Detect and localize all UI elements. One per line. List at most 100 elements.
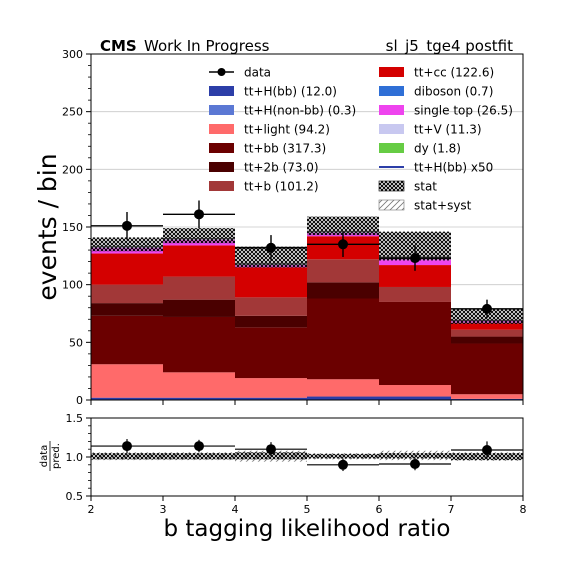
stat-band: [91, 237, 163, 252]
data-point: [122, 220, 132, 231]
legend-swatch: [379, 143, 404, 153]
ratio-x-axis: 2 3 4 5 6 7 8: [88, 496, 527, 516]
legend-swatch: [209, 162, 234, 172]
legend-label: stat: [414, 180, 437, 194]
bar-segment: [91, 397, 163, 400]
ratio-stat-band: [307, 453, 379, 459]
legend-item: single top (26.5): [379, 104, 513, 118]
y-tick-label: 0: [76, 394, 83, 407]
category-label: sl_j5_tge4 postfit: [386, 37, 513, 56]
ratio-x-tick-label: 3: [160, 503, 167, 516]
legend-swatch: [379, 86, 404, 96]
legend-swatch: [379, 124, 404, 134]
legend-item: data: [209, 66, 271, 80]
bar-segment: [379, 396, 451, 400]
bar-segment: [235, 297, 307, 316]
legend-item: dy (1.8): [379, 142, 461, 156]
ratio-point: [194, 441, 204, 452]
legend-item: tt+cc (122.6): [379, 66, 494, 80]
legend-swatch: [379, 105, 404, 115]
bar-segment: [379, 265, 451, 287]
bar-segment: [451, 394, 523, 399]
legend-item: stat: [378, 180, 437, 194]
bar-segment: [307, 379, 379, 397]
bar-segment: [451, 322, 523, 330]
bar-segment: [163, 397, 235, 400]
bar-segment: [235, 327, 307, 379]
bar-segment: [235, 267, 307, 298]
legend-item: tt+b (101.2): [209, 180, 319, 194]
ratio-point: [122, 441, 132, 452]
ratio-y-title-bottom: pred.: [51, 443, 62, 469]
bar-segment: [235, 378, 307, 398]
bar-segment: [163, 316, 235, 373]
y-tick-label: 300: [62, 48, 83, 61]
data-point: [410, 253, 420, 264]
legend-item: stat+syst: [378, 199, 472, 213]
ratio-stat-band: [379, 453, 451, 459]
ratio-x-tick-label: 2: [88, 503, 95, 516]
legend-swatch: [209, 105, 234, 115]
legend-item: tt+H(bb) x50: [379, 161, 493, 175]
legend-item: tt+2b (73.0): [209, 161, 319, 175]
data-point: [194, 209, 204, 220]
legend-label: tt+H(non-bb) (0.3): [244, 104, 356, 118]
legend-label: tt+H(bb) x50: [414, 161, 493, 175]
legend-swatch: [209, 86, 234, 96]
bar-segment: [307, 282, 379, 299]
legend-item: tt+H(bb) (12.0): [209, 85, 337, 99]
legend-swatch: [378, 180, 405, 192]
legend-swatch: [209, 124, 234, 134]
y-tick-label: 250: [62, 106, 83, 119]
bar-segment: [307, 298, 379, 380]
stat-band: [163, 228, 235, 244]
ratio-uncertainty-band: [91, 450, 523, 462]
legend-label: tt+b (101.2): [244, 180, 319, 194]
bar-segment: [91, 315, 163, 365]
ratio-y-title-top: data: [39, 445, 50, 468]
legend-item: diboson (0.7): [379, 85, 493, 99]
ratio-x-tick-label: 5: [304, 503, 311, 516]
ratio-stat-band: [91, 453, 163, 460]
ratio-point: [410, 459, 420, 470]
legend: data tt+H(bb) (12.0) tt+H(non-bb) (0.3) tt+…: [209, 66, 513, 213]
data-point: [482, 303, 492, 314]
legend-swatch: [378, 199, 405, 211]
ratio-x-tick-label: 6: [376, 503, 383, 516]
bar-segment: [163, 245, 235, 277]
bar-segment: [379, 301, 451, 386]
cms-label: CMS: [100, 37, 137, 55]
x-axis-title: b tagging likelihood ratio: [164, 516, 451, 542]
legend-label: dy (1.8): [414, 142, 461, 156]
legend-label: tt+2b (73.0): [244, 161, 319, 175]
legend-item: tt+light (94.2): [209, 123, 330, 137]
legend-marker-dot: [217, 68, 226, 76]
bar-segment: [451, 398, 523, 400]
legend-label: tt+bb (317.3): [244, 142, 326, 156]
ratio-stat-band: [163, 453, 235, 460]
y-tick-label: 50: [69, 336, 83, 349]
ratio-point: [338, 459, 348, 470]
bar-segment: [163, 372, 235, 398]
legend-label: tt+cc (122.6): [414, 66, 494, 80]
y-tick-label: 100: [62, 279, 83, 292]
legend-swatch: [209, 181, 234, 191]
data-point: [266, 242, 276, 253]
legend-label: data: [244, 66, 271, 80]
bar-segment: [451, 336, 523, 344]
bar-segment: [91, 303, 163, 316]
legend-swatch: [209, 143, 234, 153]
stacked-histogram: [91, 231, 523, 400]
legend-swatch: [379, 67, 404, 77]
main-x-axis: [90, 400, 524, 405]
bar-segment: [451, 329, 523, 337]
bar-segment: [451, 343, 523, 395]
bar-segment: [235, 315, 307, 328]
legend-label: tt+H(bb) (12.0): [244, 85, 337, 99]
bar-segment: [307, 259, 379, 283]
y-tick-label: 150: [62, 221, 83, 234]
data-point: [338, 239, 348, 250]
ratio-y-tick-label: 1.0: [66, 451, 84, 464]
ratio-x-tick-label: 4: [232, 503, 239, 516]
